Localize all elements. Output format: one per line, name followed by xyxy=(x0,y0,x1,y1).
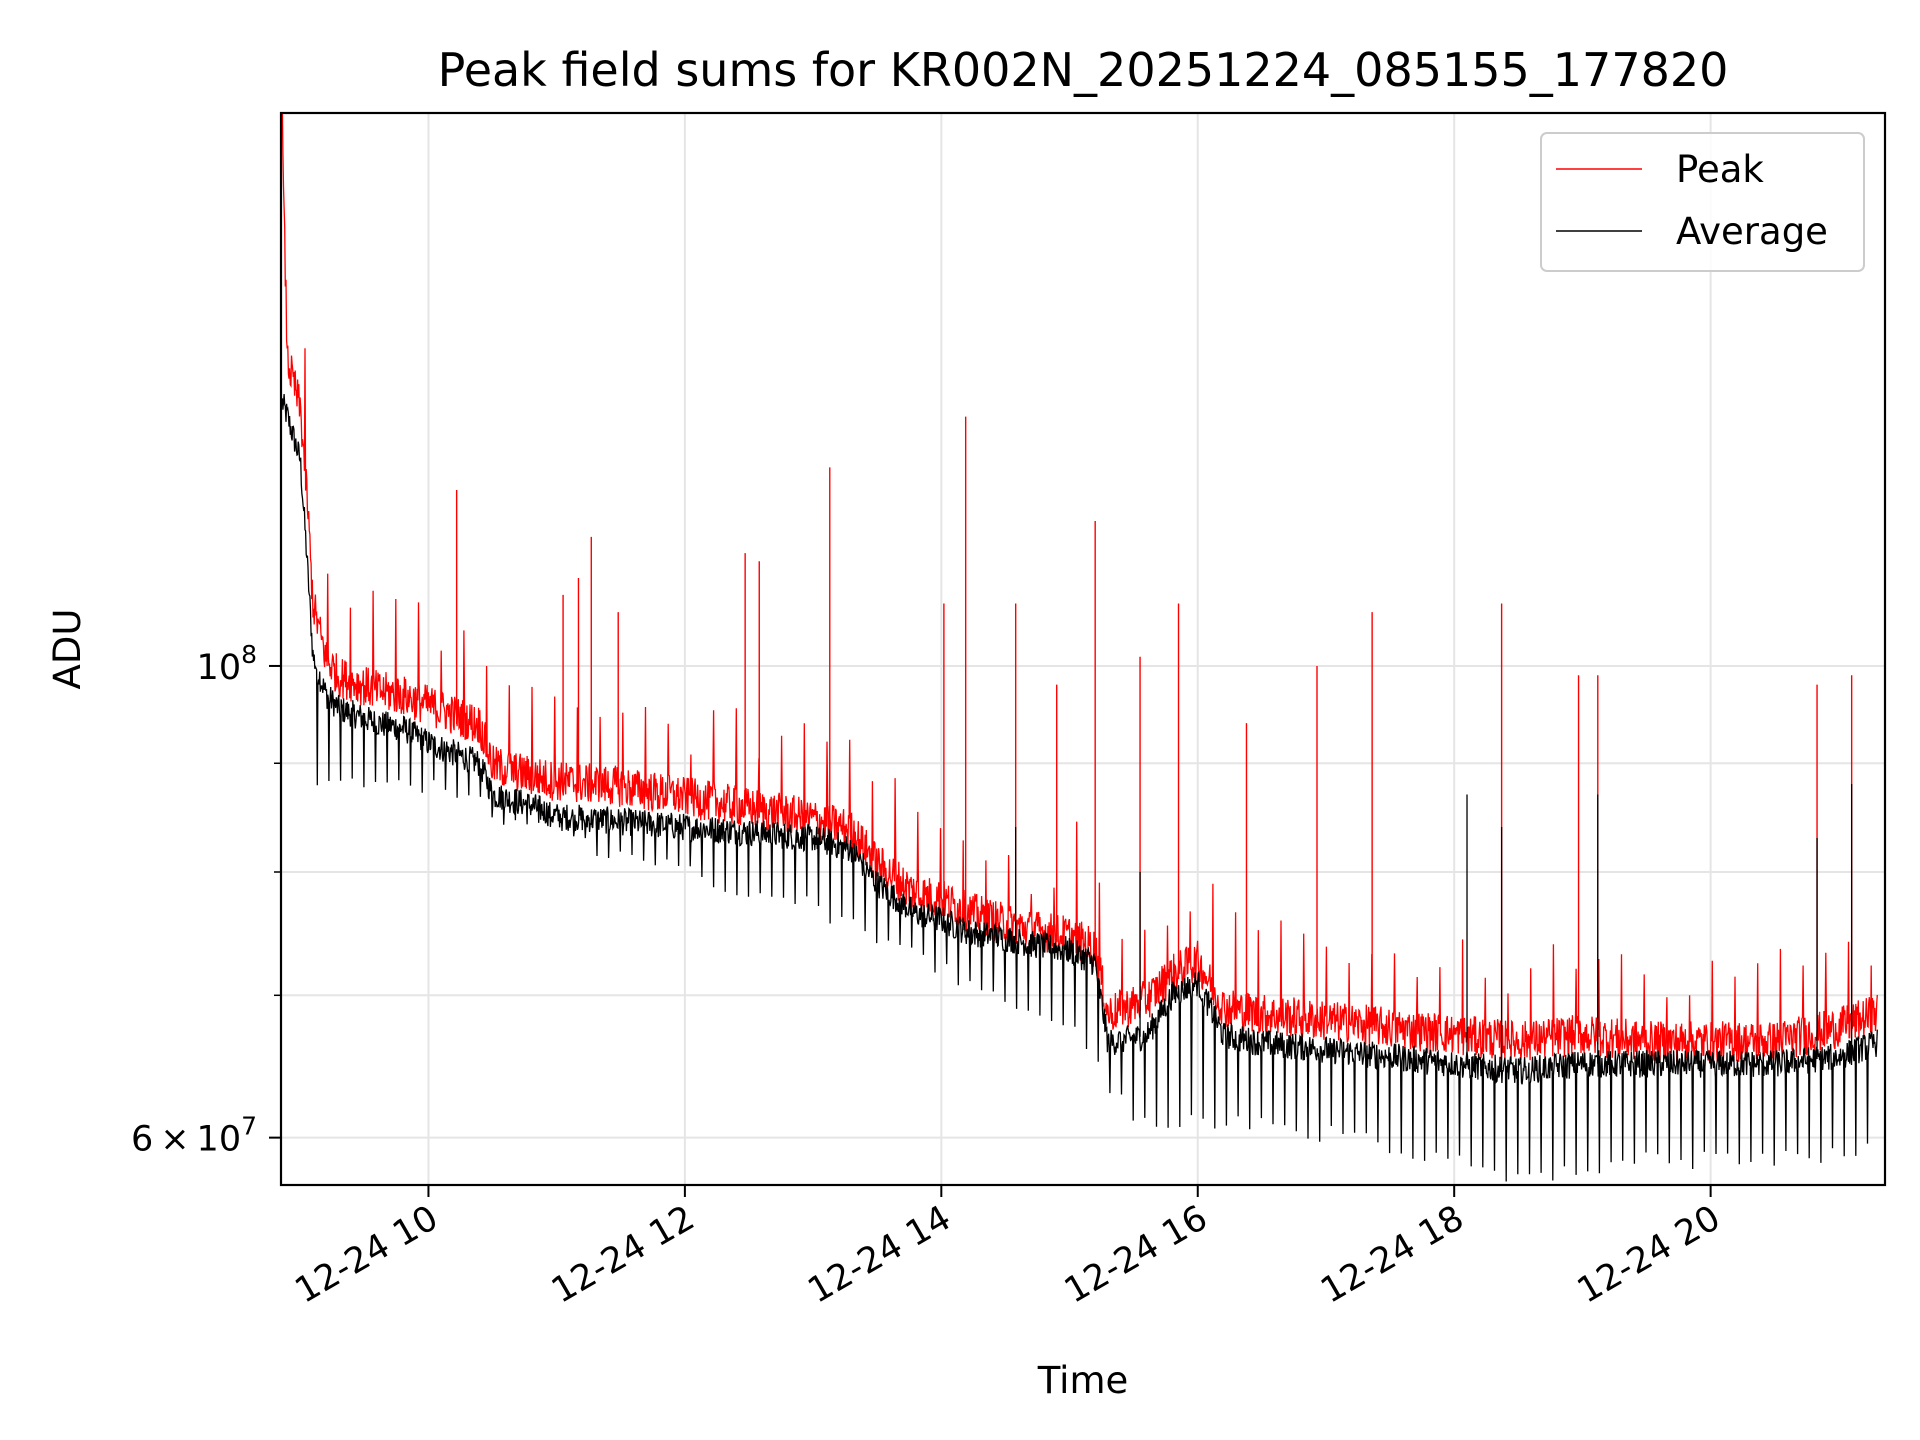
y-tick-label: 6 × 107 xyxy=(131,1112,257,1160)
legend-label-average: Average xyxy=(1676,210,1828,253)
series-line-peak xyxy=(281,113,1878,1063)
y-axis: 6 × 107 108 xyxy=(131,640,281,1160)
legend-box xyxy=(1540,132,1865,272)
x-tick-label: 12-24 20 xyxy=(1571,1198,1727,1311)
legend: Peak Average xyxy=(1540,132,1865,272)
chart-title: Peak field sums for KR002N_20251224_0851… xyxy=(438,43,1729,97)
plot-frame xyxy=(279,111,1887,1187)
x-tick-label: 12-24 12 xyxy=(545,1198,701,1311)
series-line-average xyxy=(281,393,1878,1182)
legend-label-peak: Peak xyxy=(1676,148,1764,191)
x-tick-label: 12-24 16 xyxy=(1058,1198,1214,1311)
y-axis-label: ADU xyxy=(46,609,89,690)
plot-area xyxy=(281,113,1878,1182)
x-tick-label: 12-24 18 xyxy=(1314,1198,1470,1311)
grid-lines xyxy=(281,113,1885,1185)
x-tick-label: 12-24 14 xyxy=(802,1198,958,1311)
x-tick-label: 12-24 10 xyxy=(289,1198,445,1311)
x-axis: 12-24 10 12-24 12 12-24 14 12-24 16 12-24 18… xyxy=(289,1185,1727,1311)
y-tick-label: 108 xyxy=(197,640,257,688)
x-axis-label: Time xyxy=(1037,1359,1129,1402)
